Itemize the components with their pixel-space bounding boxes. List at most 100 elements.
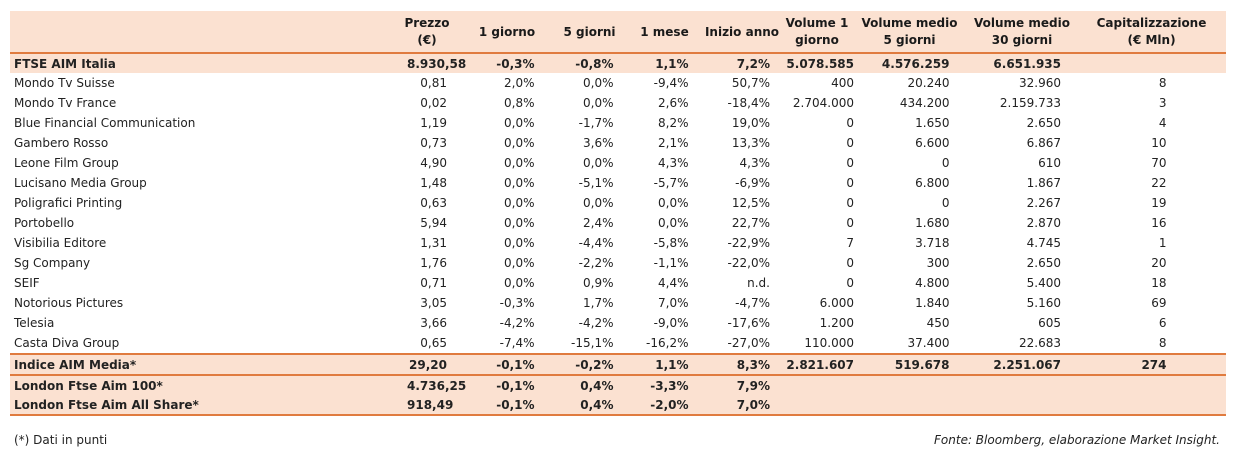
price-cell: 1,48 [420, 176, 447, 190]
market-cap-cell [1077, 395, 1226, 415]
change-1-month-cell: 1,1% [627, 53, 702, 73]
change-5-days-cell: 0,0% [583, 156, 614, 170]
row-name-cell: Portobello [14, 216, 75, 230]
row-name-cell: Casta Diva Group [14, 336, 120, 350]
avg-volume-30-days-cell: 2.267 [1026, 196, 1061, 210]
volume-1-day-cell: 0 [846, 136, 854, 150]
change-1-month-cell: 0,0% [658, 216, 689, 230]
table-row: Notorious Pictures 3,05 -0,3% 1,7% 7,0% -4,7%… [10, 293, 1226, 313]
header-volume-1-day: Volume 1 giorno [782, 11, 852, 53]
volume-1-day-cell: 1.200 [819, 316, 854, 330]
change-5-days-cell: 2,4% [583, 216, 614, 230]
change-5-days-cell: -0,8% [552, 53, 627, 73]
price-cell: 5,94 [420, 216, 447, 230]
volume-1-day-cell: 400 [831, 76, 854, 90]
change-ytd-cell: n.d. [747, 276, 770, 290]
header-row: Prezzo (€) 1 giorno 5 giorni 1 mese Inizio an… [10, 11, 1226, 53]
change-1-day-cell: 0,0% [504, 236, 535, 250]
change-1-day-cell: -7,4% [499, 336, 535, 350]
change-ytd-cell: 7,0% [702, 395, 782, 415]
market-cap-cell: 1 [1158, 236, 1167, 250]
volume-1-day-cell: 0 [846, 256, 854, 270]
table-footer: (*) Dati in punti Fonte: Bloomberg, elab… [10, 433, 1226, 451]
volume-1-day-cell: 2.704.000 [792, 96, 854, 110]
avg-volume-30-days-cell: 6.867 [1026, 136, 1061, 150]
market-cap-cell: 6 [1158, 316, 1167, 330]
volume-1-day-cell: 0 [846, 116, 854, 130]
avg-volume-5-days-cell: 300 [926, 256, 950, 270]
table-row: Blue Financial Communication 1,19 0,0% -1,7… [10, 113, 1226, 133]
change-1-day-cell: -4,2% [499, 316, 535, 330]
market-cap-cell: 10 [1151, 136, 1167, 150]
change-1-month-cell: 2,6% [658, 96, 689, 110]
table-row: Mondo Tv Suisse 0,81 2,0% 0,0% -9,4% 50,7% 400… [10, 73, 1226, 93]
row-name-cell: Notorious Pictures [14, 296, 124, 310]
market-cap-cell: 8 [1158, 336, 1167, 350]
change-1-day-cell: 0,0% [504, 256, 535, 270]
change-ytd-cell: -17,6% [727, 316, 770, 330]
change-ytd-cell: -22,0% [727, 256, 770, 270]
row-name-cell: Gambero Rosso [14, 136, 109, 150]
price-cell: 8.930,58 [392, 53, 466, 73]
market-cap-cell: 69 [1151, 296, 1167, 310]
avg-volume-5-days-cell: 1.840 [915, 296, 950, 310]
table-row: Gambero Rosso 0,73 0,0% 3,6% 2,1% 13,3% 0 6.600… [10, 133, 1226, 153]
avg-volume-30-days-cell: 5.400 [1026, 276, 1061, 290]
price-cell: 0,73 [420, 136, 447, 150]
market-cap-cell: 22 [1151, 176, 1167, 190]
change-5-days-cell: 0,9% [583, 276, 614, 290]
change-1-month-cell: 8,2% [658, 116, 689, 130]
row-name-cell: Leone Film Group [14, 156, 119, 170]
change-1-month-cell: -2,0% [627, 395, 702, 415]
table-row: Sg Company 1,76 0,0% -2,2% -1,1% -22,0% 0 300 2.… [10, 253, 1226, 273]
row-name-cell: Mondo Tv France [14, 96, 117, 110]
change-1-day-cell: 0,0% [504, 156, 535, 170]
change-5-days-cell: 0,0% [583, 196, 614, 210]
change-1-month-cell: -5,7% [653, 176, 689, 190]
change-1-month-cell: 1,1% [627, 354, 702, 375]
avg-volume-5-days-cell: 450 [926, 316, 950, 330]
change-1-day-cell: 0,0% [504, 116, 535, 130]
price-cell: 4,90 [420, 156, 447, 170]
change-1-day-cell: 0,0% [504, 216, 535, 230]
table-row: Mondo Tv France 0,02 0,8% 0,0% 2,6% -18,4% 2.7… [10, 93, 1226, 113]
index-row-ftse-aim-italia: FTSE AIM Italia 8.930,58 -0,3% -0,8% 1,1% 7,2… [10, 53, 1226, 73]
change-ytd-cell: -22,9% [727, 236, 770, 250]
price-cell: 4.736,25 [392, 375, 466, 395]
market-data-table: Prezzo (€) 1 giorno 5 giorni 1 mese Inizio an… [10, 11, 1226, 416]
change-1-month-cell: -16,2% [646, 336, 689, 350]
change-5-days-cell: -4,2% [578, 316, 614, 330]
change-5-days-cell: -4,4% [578, 236, 614, 250]
header-1-day: 1 giorno [462, 11, 552, 53]
change-5-days-cell: 0,4% [552, 395, 627, 415]
change-1-month-cell: 0,0% [658, 196, 689, 210]
table-row: SEIF 0,71 0,0% 0,9% 4,4% n.d. 0 4.800 5.400 18 [10, 273, 1226, 293]
avg-volume-30-days-cell: 1.867 [1026, 176, 1061, 190]
change-1-month-cell: -3,3% [627, 375, 702, 395]
market-cap-cell [1077, 375, 1226, 395]
change-ytd-cell: 22,7% [731, 216, 770, 230]
change-5-days-cell: -15,1% [571, 336, 614, 350]
market-cap-cell: 16 [1151, 216, 1167, 230]
row-name-cell: SEIF [14, 276, 40, 290]
footnote: (*) Dati in punti [14, 433, 108, 447]
table-row: Lucisano Media Group 1,48 0,0% -5,1% -5,7% -6… [10, 173, 1226, 193]
row-name-cell: London Ftse Aim All Share* [10, 395, 392, 415]
change-5-days-cell: 0,4% [552, 375, 627, 395]
price-cell: 0,65 [420, 336, 447, 350]
price-cell: 0,02 [420, 96, 447, 110]
price-cell: 1,76 [420, 256, 447, 270]
table-row: Poligrafici Printing 0,63 0,0% 0,0% 0,0% 12,5… [10, 193, 1226, 213]
header-avg-volume-5-days: Volume medio 5 giorni [852, 11, 967, 53]
avg-volume-30-days-cell: 5.160 [1026, 296, 1061, 310]
price-cell: 1,31 [420, 236, 447, 250]
volume-1-day-cell: 6.000 [819, 296, 854, 310]
volume-1-day-cell: 0 [846, 156, 854, 170]
change-ytd-cell: -6,9% [735, 176, 770, 190]
change-1-day-cell: 0,0% [504, 196, 535, 210]
change-ytd-cell: -4,7% [735, 296, 770, 310]
change-5-days-cell: 1,7% [583, 296, 614, 310]
volume-1-day-cell: 0 [846, 196, 854, 210]
row-name-cell: Visibilia Editore [14, 236, 107, 250]
market-cap-cell: 20 [1151, 256, 1167, 270]
